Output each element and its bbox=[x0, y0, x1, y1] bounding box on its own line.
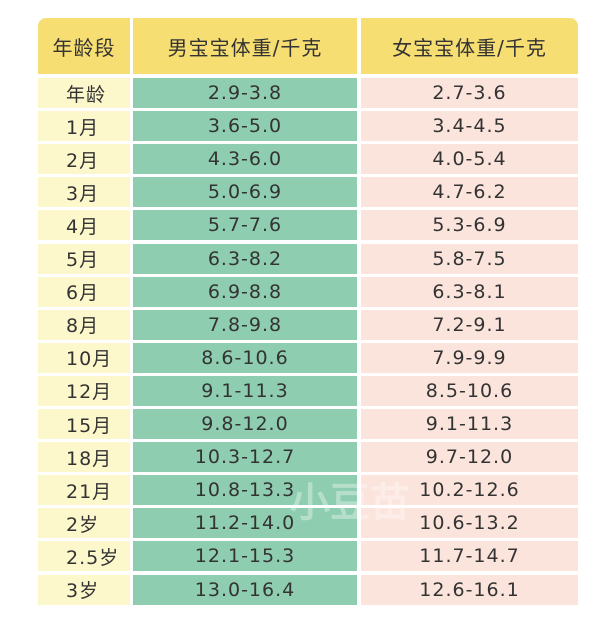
weight-cell: 10.8-13.3 bbox=[133, 475, 357, 506]
weight-cell: 9.1-11.3 bbox=[361, 409, 578, 439]
weight-cell: 9.1-11.3 bbox=[133, 375, 357, 406]
header-cell: 年龄段 bbox=[38, 18, 130, 74]
weight-cell: 2.7-3.6 bbox=[361, 78, 578, 108]
age-cell: 年龄 bbox=[38, 78, 130, 108]
weight-cell: 9.8-12.0 bbox=[133, 409, 357, 439]
weight-cell: 5.7-7.6 bbox=[133, 210, 357, 241]
weight-cell: 10.6-13.2 bbox=[361, 508, 578, 539]
age-cell: 4月 bbox=[38, 210, 130, 241]
age-cell: 5月 bbox=[38, 243, 130, 274]
weight-cell: 3.4-4.5 bbox=[361, 111, 578, 142]
age-cell: 3月 bbox=[38, 177, 130, 208]
weight-cell: 8.5-10.6 bbox=[361, 375, 578, 406]
weight-cell: 7.9-9.9 bbox=[361, 342, 578, 373]
weight-cell: 11.7-14.7 bbox=[361, 541, 578, 572]
age-cell: 10月 bbox=[38, 342, 130, 373]
weight-cell: 9.7-12.0 bbox=[361, 442, 578, 473]
weight-cell: 6.9-8.8 bbox=[133, 276, 357, 307]
weight-cell: 6.3-8.1 bbox=[361, 276, 578, 307]
weight-cell: 4.0-5.4 bbox=[361, 144, 578, 175]
weight-cell: 5.3-6.9 bbox=[361, 210, 578, 241]
header-cell: 女宝宝体重/千克 bbox=[361, 18, 578, 74]
watermark: 小豆苗 bbox=[290, 480, 410, 526]
age-cell: 2月 bbox=[38, 144, 130, 175]
age-cell: 18月 bbox=[38, 442, 130, 473]
weight-cell: 5.8-7.5 bbox=[361, 243, 578, 274]
weight-cell: 5.0-6.9 bbox=[133, 177, 357, 208]
weight-cell: 4.3-6.0 bbox=[133, 144, 357, 175]
weight-cell: 10.3-12.7 bbox=[133, 442, 357, 473]
weight-cell: 13.0-16.4 bbox=[133, 574, 357, 605]
weight-cell: 2.9-3.8 bbox=[133, 78, 357, 108]
age-cell: 2岁 bbox=[38, 508, 130, 539]
weight-cell: 10.2-12.6 bbox=[361, 475, 578, 506]
weight-cell: 12.6-16.1 bbox=[361, 574, 578, 605]
age-cell: 6月 bbox=[38, 276, 130, 307]
weight-cell: 7.2-9.1 bbox=[361, 309, 578, 340]
age-cell: 3岁 bbox=[38, 574, 130, 605]
header-cell: 男宝宝体重/千克 bbox=[133, 18, 357, 74]
age-cell: 21月 bbox=[38, 475, 130, 506]
weight-cell: 6.3-8.2 bbox=[133, 243, 357, 274]
weight-cell: 12.1-15.3 bbox=[133, 541, 357, 572]
age-cell: 15月 bbox=[38, 409, 130, 439]
weight-cell: 3.6-5.0 bbox=[133, 111, 357, 142]
age-cell: 12月 bbox=[38, 375, 130, 406]
weight-cell: 7.8-9.8 bbox=[133, 309, 357, 340]
age-cell: 1月 bbox=[38, 111, 130, 142]
age-cell: 2.5岁 bbox=[38, 541, 130, 572]
weight-cell: 8.6-10.6 bbox=[133, 342, 357, 373]
weight-cell: 11.2-14.0 bbox=[133, 508, 357, 539]
weight-cell: 4.7-6.2 bbox=[361, 177, 578, 208]
age-cell: 8月 bbox=[38, 309, 130, 340]
